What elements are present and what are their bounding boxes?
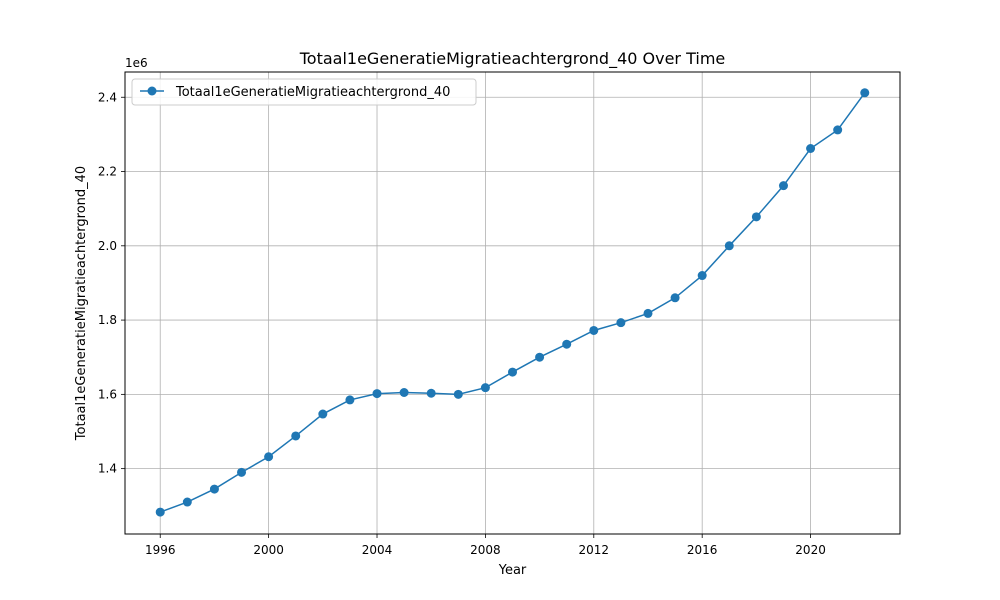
data-point-1999: [237, 467, 247, 477]
data-point-2009: [508, 367, 517, 377]
y-tick-label: 2.2: [98, 165, 117, 179]
data-point-2018: [751, 212, 761, 222]
chart-title: Totaal1eGeneratieMigratieachtergrond_40 …: [299, 49, 726, 69]
data-point-2013: [616, 318, 626, 328]
data-point-2017: [724, 241, 734, 251]
data-point-2021: [833, 125, 843, 135]
x-tick-label: 2000: [253, 543, 284, 557]
data-point-2010: [535, 352, 545, 362]
legend: Totaal1eGeneratieMigratieachtergrond_40: [131, 78, 477, 106]
y-offset-label: 1e6: [125, 56, 148, 70]
x-axis-label: Year: [498, 563, 527, 578]
data-point-1998: [209, 484, 219, 494]
data-point-2014: [643, 308, 653, 318]
data-point-2006: [426, 388, 436, 398]
y-tick-label: 1.4: [98, 462, 117, 476]
grid-lines: [125, 72, 900, 534]
x-tick-label: 2008: [470, 543, 501, 557]
legend-marker-swatch: [147, 86, 157, 96]
y-axis-label: Totaal1eGeneratieMigratieachtergrond_40: [74, 166, 89, 441]
data-point-2002: [318, 409, 328, 419]
data-point-2004: [372, 389, 382, 399]
y-tick-label: 1.8: [98, 313, 117, 327]
y-tick-label: 2.0: [98, 239, 117, 253]
x-tick-label: 2020: [795, 543, 826, 557]
data-point-2020: [806, 144, 816, 154]
data-point-2016: [697, 271, 707, 281]
y-tick-label: 1.6: [98, 387, 117, 401]
series-line: [159, 92, 866, 513]
plot-frame: [124, 71, 901, 535]
data-point-2019: [778, 181, 788, 191]
data-point-1997: [182, 497, 192, 507]
data-point-2000: [264, 452, 274, 462]
series-layer: [155, 88, 870, 517]
data-point-2011: [562, 339, 572, 349]
legend-box: [131, 78, 477, 106]
data-point-2003: [345, 395, 355, 405]
y-tick-label: 2.4: [98, 90, 117, 104]
legend-label: Totaal1eGeneratieMigratieachtergrond_40: [175, 85, 450, 100]
axis-ticks: 1996 2000 2004 2008 2012 2016 2020 1.4 1.6 1.8 2.0…: [98, 90, 826, 557]
x-tick-label: 2016: [687, 543, 718, 557]
data-point-2007: [453, 389, 463, 399]
data-point-2022: [860, 88, 870, 98]
data-point-1996: [155, 507, 165, 517]
x-tick-label: 2012: [579, 543, 610, 557]
data-point-2005: [399, 388, 409, 398]
data-point-2008: [480, 383, 490, 393]
x-tick-label: 2004: [362, 543, 393, 557]
data-point-2012: [589, 325, 599, 335]
data-point-2015: [670, 293, 680, 303]
x-tick-label: 1996: [145, 543, 176, 557]
data-point-2001: [291, 431, 301, 441]
